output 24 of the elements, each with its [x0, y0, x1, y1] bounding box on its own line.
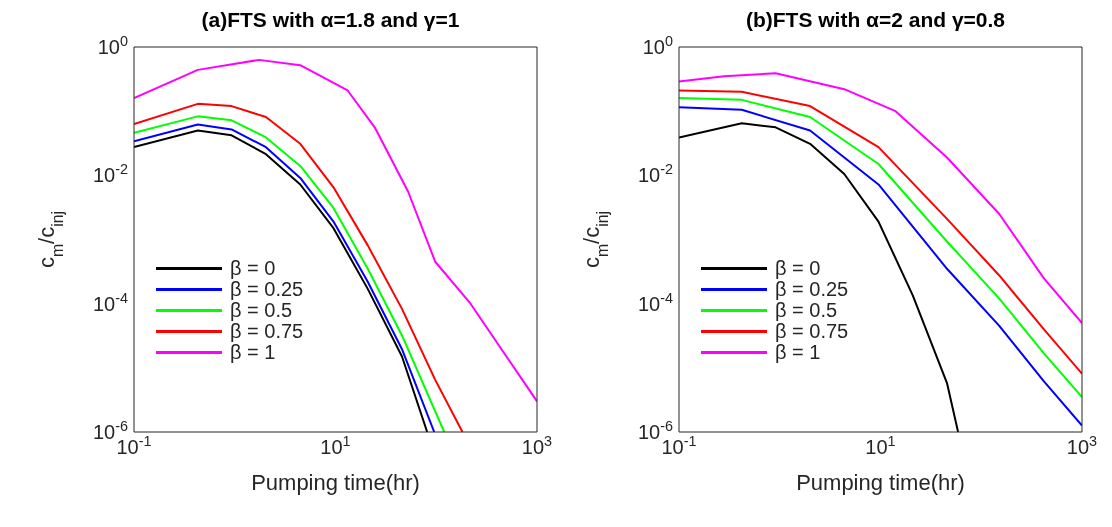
x-tick-label: 10$^{1}$ [320, 433, 351, 458]
x-axis-title: Pumping time(hr) [796, 470, 965, 495]
legend-label: β = 0.5 [775, 299, 838, 321]
legend-label: β = 0.75 [230, 320, 304, 342]
legend-label: β = 1 [230, 341, 276, 363]
legend-label: β = 0 [230, 257, 276, 279]
legend-label: β = 0 [775, 257, 821, 279]
x-tick-label: 10$^{3}$ [521, 433, 553, 458]
y-tick-label: 10$^{0}$ [642, 33, 673, 58]
x-axis-title: Pumping time(hr) [251, 470, 420, 495]
y-tick-label: 10$^{-4}$ [637, 289, 673, 315]
y-tick-label: 10$^{-2}$ [92, 161, 128, 187]
legend-label: β = 1 [775, 341, 821, 363]
chart-title: (a)FTS with α=1.8 and γ=1 [200, 8, 461, 32]
x-tick-label: 10$^{3}$ [1066, 433, 1098, 458]
x-tick-label: 10$^{1}$ [865, 433, 896, 458]
legend-label: β = 0.75 [775, 320, 849, 342]
y-tick-label: 10$^{-2}$ [637, 161, 673, 187]
legend-label: β = 0.25 [230, 278, 304, 300]
legend-label: β = 0.5 [230, 299, 293, 321]
y-tick-label: 10$^{-4}$ [92, 289, 128, 315]
chart-title: (b)FTS with α=2 and γ=0.8 [744, 8, 1007, 32]
legend-label: β = 0.25 [775, 278, 849, 300]
y-tick-label: 10$^{0}$ [97, 33, 128, 58]
